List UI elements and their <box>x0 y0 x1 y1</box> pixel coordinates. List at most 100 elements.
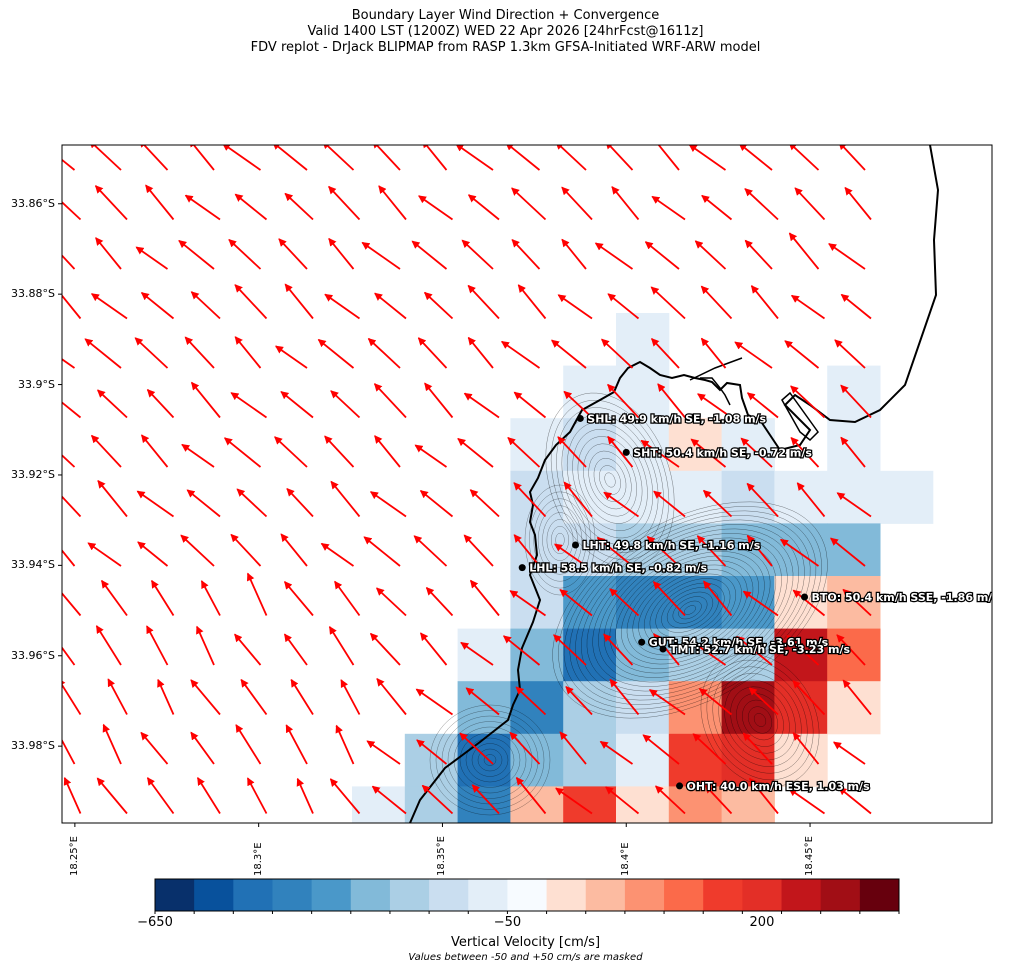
contour-line <box>447 721 533 799</box>
wind-arrow <box>63 776 82 814</box>
wind-arrow <box>696 535 727 567</box>
wind-arrow <box>378 185 407 221</box>
colorbar-tick-label: 200 <box>749 915 775 930</box>
wind-arrow <box>324 293 361 320</box>
wind-arrow <box>151 579 175 616</box>
wind-arrow <box>62 678 82 715</box>
velocity-cell <box>457 786 511 823</box>
wind-arrow <box>140 291 175 320</box>
velocity-cell <box>827 470 881 524</box>
wind-arrow <box>411 240 448 270</box>
wind-arrow <box>62 294 82 320</box>
wind-arrow <box>694 240 727 270</box>
wind-arrow <box>594 242 634 270</box>
contour-line <box>435 710 545 810</box>
wind-arrow <box>369 632 401 666</box>
contour-line <box>483 754 497 766</box>
wind-arrow <box>515 776 547 815</box>
wind-arrow <box>611 186 640 221</box>
wind-arrow <box>559 588 593 617</box>
wind-arrow <box>140 434 169 468</box>
wind-arrow <box>655 785 686 815</box>
contour-line <box>542 512 578 568</box>
wind-arrow <box>644 241 680 270</box>
wind-arrow <box>62 401 82 419</box>
lat-tick-label: 33.88°S <box>11 287 55 301</box>
wind-arrow <box>180 534 215 567</box>
wind-arrow <box>557 436 587 468</box>
station-markers: SHL: 49.9 km/h SE, -1.08 m/s SHT: 50.4 km… <box>518 411 992 794</box>
coastline <box>409 145 940 823</box>
wind-arrow <box>515 686 547 716</box>
wind-arrow <box>840 384 872 419</box>
wind-arrow <box>738 145 773 171</box>
wind-arrow <box>419 632 448 666</box>
wind-arrow <box>455 145 494 171</box>
colorbar-swatch <box>272 879 313 911</box>
wind-arrow <box>844 186 872 221</box>
velocity-cell <box>721 628 775 682</box>
wind-arrow <box>555 145 587 171</box>
colorbar-tick-label: −650 <box>137 915 173 930</box>
wind-arrows <box>0 145 872 815</box>
wind-arrow <box>62 738 76 765</box>
wind-arrow <box>94 185 128 221</box>
contour-line <box>706 659 814 781</box>
wind-arrow <box>792 589 826 617</box>
contour-line <box>643 573 737 647</box>
wind-arrow <box>0 239 28 269</box>
colorbar-swatch <box>155 879 195 911</box>
contour-line <box>453 726 527 794</box>
station-shl-marker <box>576 414 584 422</box>
contour-line <box>552 501 828 719</box>
wind-arrow <box>746 392 779 419</box>
station-tmt-marker <box>659 645 667 653</box>
contour-line <box>621 555 759 665</box>
lon-tick-label: 18.25°E <box>68 836 80 876</box>
wind-arrow <box>280 390 314 419</box>
wind-arrow <box>697 393 733 419</box>
contour-line <box>546 519 574 561</box>
wind-arrow <box>740 437 773 468</box>
wind-arrow <box>96 777 128 815</box>
contour-line <box>471 743 509 777</box>
wind-arrow <box>836 492 872 518</box>
wind-arrow <box>246 572 268 616</box>
contour-line <box>672 596 708 624</box>
wind-arrow <box>842 588 872 617</box>
wind-arrow <box>62 201 82 221</box>
velocity-cell <box>721 786 775 823</box>
contour-line <box>655 582 725 638</box>
wind-arrow <box>744 239 773 270</box>
wind-arrow <box>290 678 314 715</box>
velocity-cell <box>563 365 617 419</box>
wind-arrow <box>607 293 640 320</box>
wind-arrow <box>463 392 500 419</box>
lon-tick-label: 18.35°E <box>436 836 448 876</box>
wind-arrow <box>605 145 634 171</box>
wind-arrow <box>146 388 175 419</box>
wind-arrow <box>559 731 587 765</box>
wind-arrow <box>840 293 872 320</box>
wind-arrow <box>62 495 82 518</box>
wind-arrow <box>609 588 640 617</box>
velocity-cell <box>510 786 564 823</box>
contour-line <box>666 591 714 629</box>
velocity-cell <box>563 470 617 524</box>
colorbar-swatch <box>429 879 469 911</box>
wind-arrow <box>830 537 866 567</box>
velocity-cell <box>827 418 881 472</box>
velocity-cell <box>721 681 775 735</box>
wind-arrow <box>561 238 587 270</box>
wind-arrow <box>842 679 872 716</box>
wind-arrow <box>228 238 262 270</box>
map-area: SHL: 49.9 km/h SE, -1.08 m/s SHT: 50.4 km… <box>0 145 992 823</box>
wind-arrow <box>424 382 454 419</box>
colorbar-swatch <box>820 879 861 911</box>
contour-line <box>577 436 643 524</box>
wind-arrow <box>792 680 826 716</box>
velocity-cell <box>510 418 564 472</box>
wind-arrow <box>651 195 686 221</box>
contour-line <box>537 505 583 575</box>
wind-arrow <box>648 689 686 716</box>
